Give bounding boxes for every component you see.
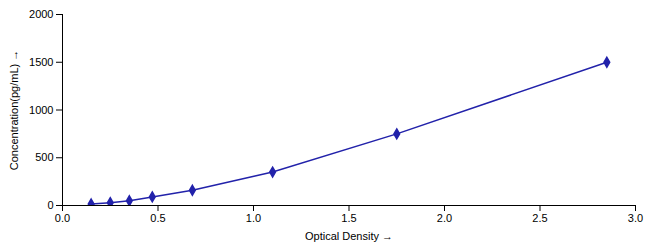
svg-text:2000: 2000 — [29, 8, 53, 20]
svg-text:1500: 1500 — [29, 56, 53, 68]
svg-text:0.0: 0.0 — [55, 212, 70, 224]
svg-text:500: 500 — [35, 151, 53, 163]
svg-text:1.0: 1.0 — [246, 212, 261, 224]
svg-text:0.5: 0.5 — [150, 212, 165, 224]
svg-text:2.0: 2.0 — [437, 212, 452, 224]
svg-text:Optical Density →: Optical Density → — [305, 230, 393, 242]
svg-text:Concentration(pg/mL) →: Concentration(pg/mL) → — [8, 50, 20, 170]
svg-text:2.5: 2.5 — [532, 212, 547, 224]
svg-text:1.5: 1.5 — [341, 212, 356, 224]
svg-text:1000: 1000 — [29, 104, 53, 116]
svg-text:0: 0 — [47, 199, 53, 211]
svg-text:3.0: 3.0 — [628, 212, 643, 224]
